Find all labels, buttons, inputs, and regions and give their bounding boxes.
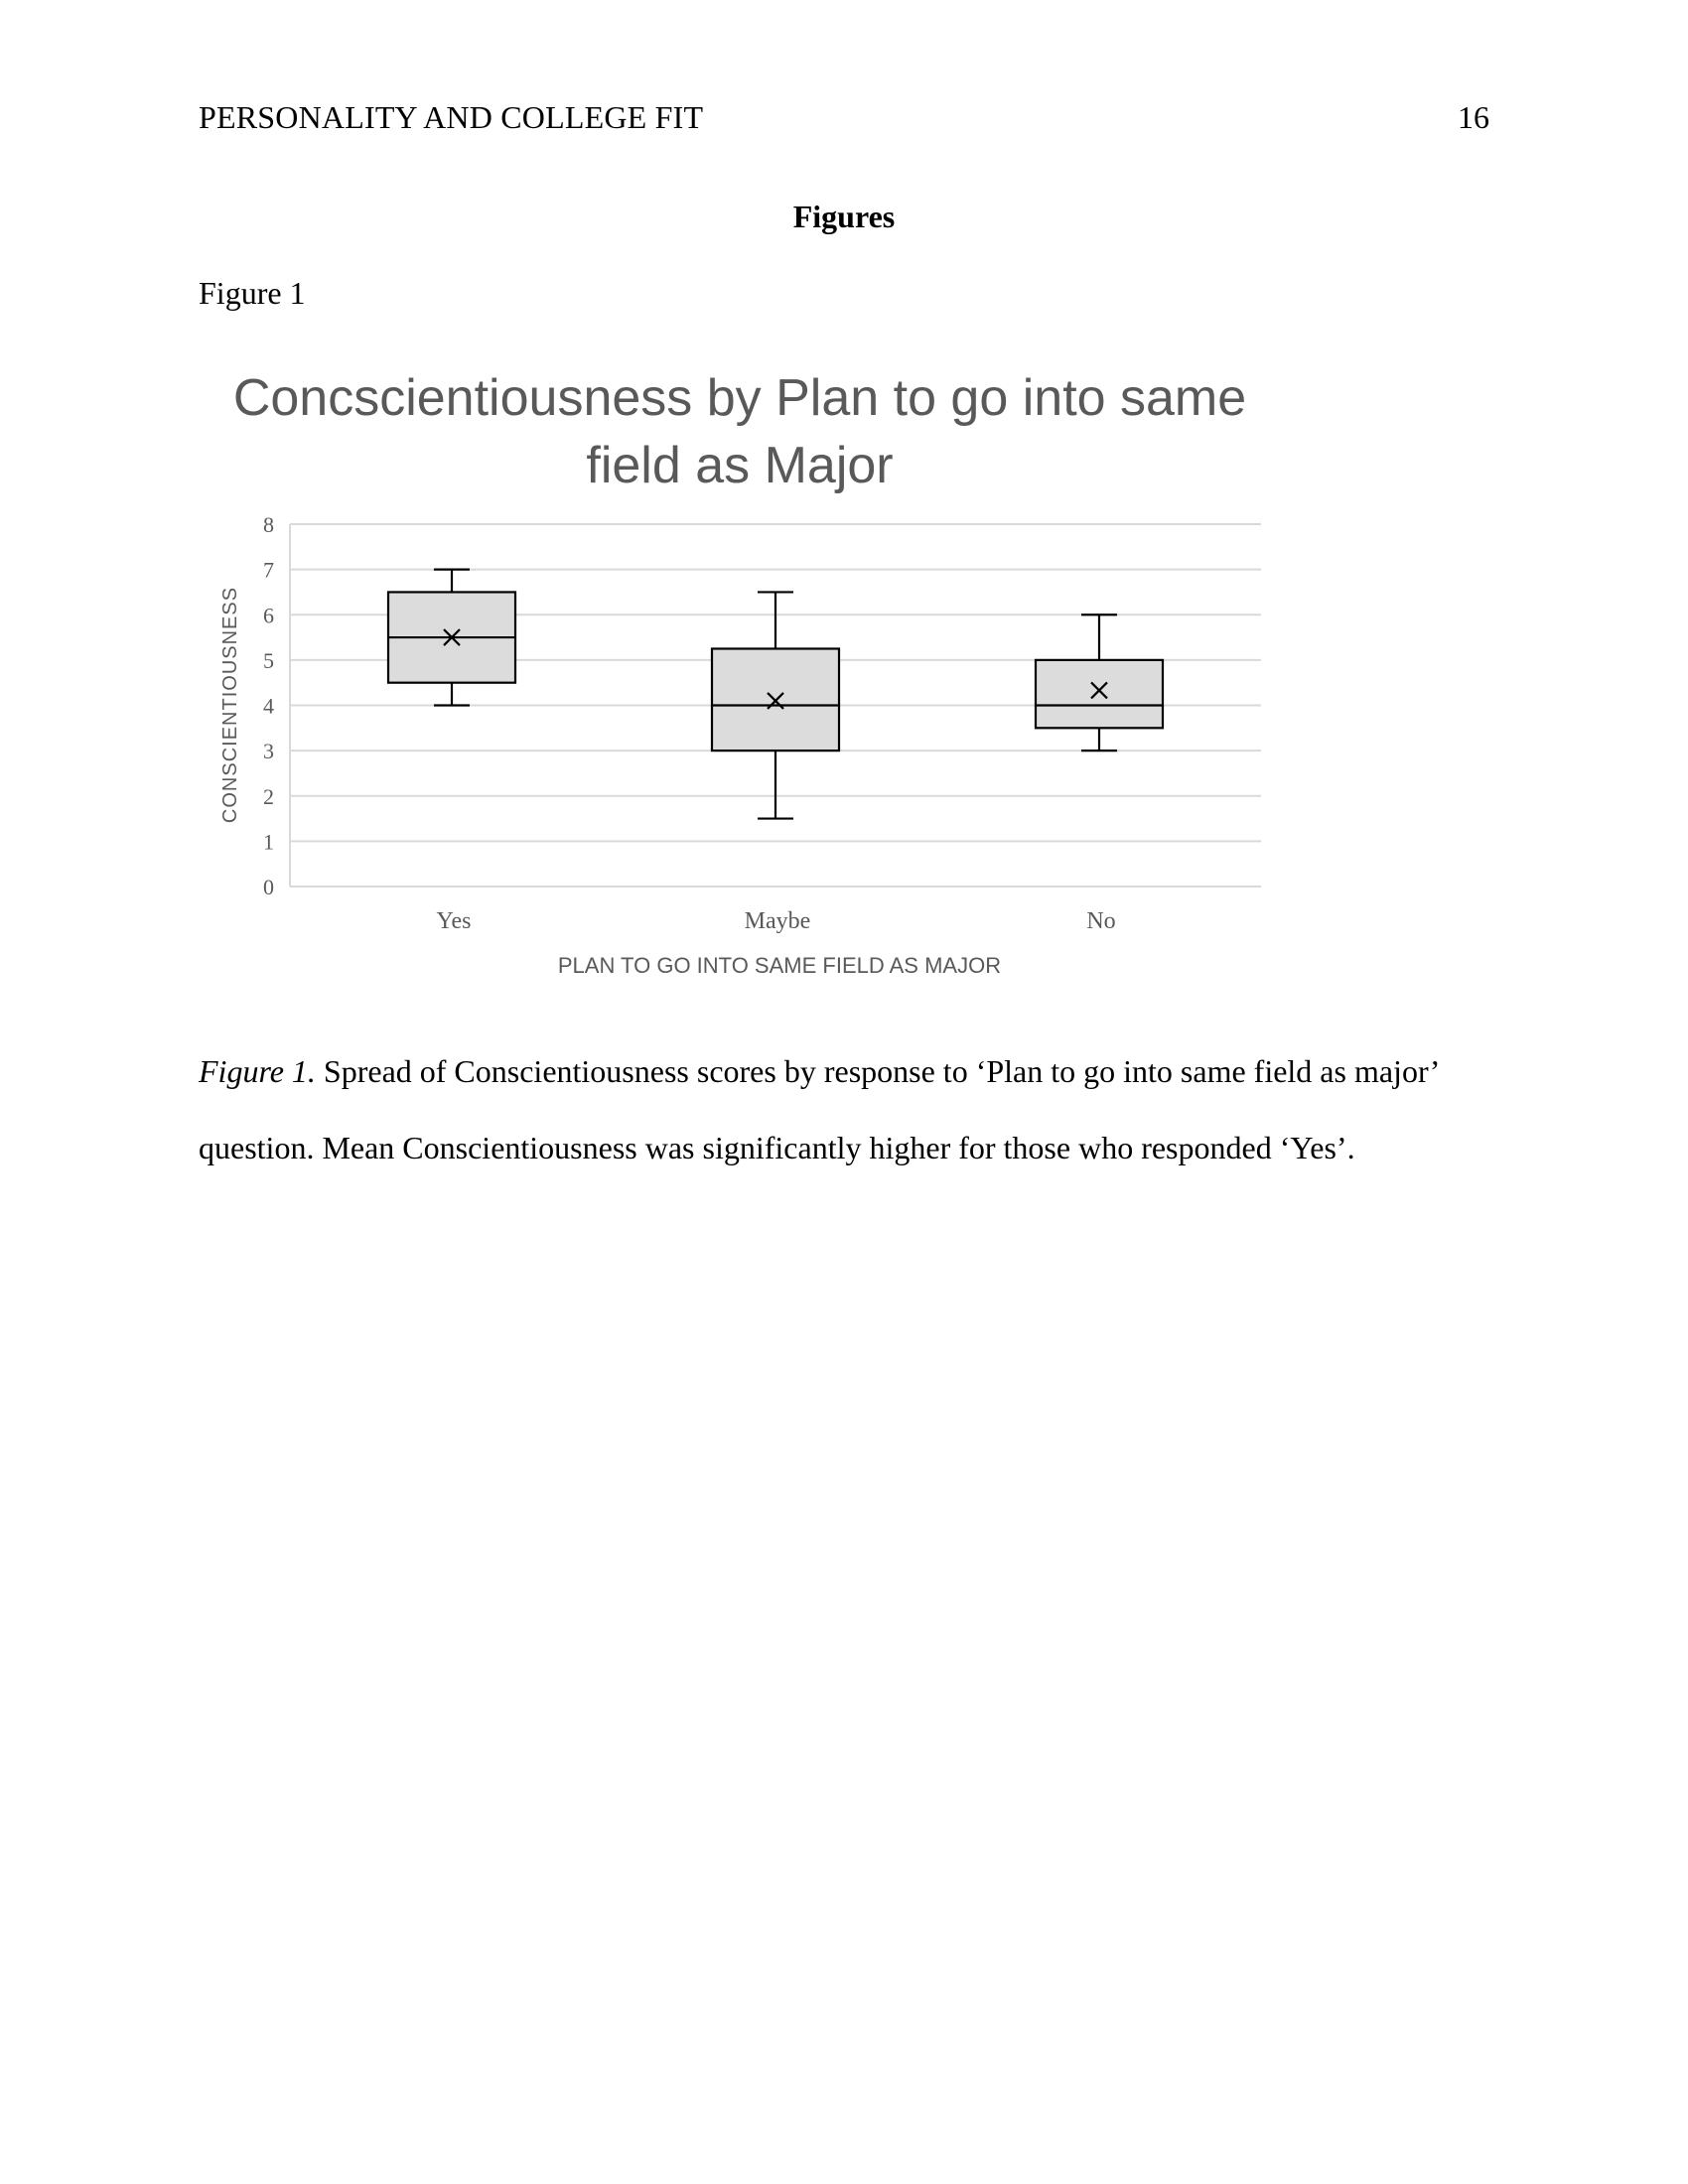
mean-marker-no xyxy=(1090,681,1108,700)
mean-marker-maybe xyxy=(767,692,784,710)
y-tick-6: 6 xyxy=(263,603,274,627)
y-tick-1: 1 xyxy=(263,829,274,854)
boxplot-chart: Concscientiousness by Plan to go into sa… xyxy=(219,369,1261,978)
caption-text: Spread of Conscientiousness scores by re… xyxy=(199,1053,1439,1165)
x-axis-label: PLAN TO GO INTO SAME FIELD AS MAJOR xyxy=(558,953,1001,978)
chart-title-line-1: Concscientiousness by Plan to go into sa… xyxy=(233,369,1246,427)
chart-title-line-2: field as Major xyxy=(586,437,893,494)
y-tick-labels: 0 1 2 3 4 5 6 7 8 xyxy=(263,512,274,899)
caption-figure-number: Figure 1. xyxy=(199,1053,316,1089)
x-tick-maybe: Maybe xyxy=(745,908,811,934)
section-heading: Figures xyxy=(792,199,896,234)
box-maybe xyxy=(710,591,841,820)
figure-label: Figure 1 xyxy=(199,275,306,311)
x-tick-no: No xyxy=(1086,908,1115,934)
running-head: PERSONALITY AND COLLEGE FIT xyxy=(199,99,704,135)
y-tick-3: 3 xyxy=(263,739,274,763)
y-tick-5: 5 xyxy=(263,648,274,673)
page-number: 16 xyxy=(1458,99,1489,135)
iqr-box-no xyxy=(1034,658,1165,730)
y-tick-0: 0 xyxy=(263,875,274,899)
y-tick-8: 8 xyxy=(263,512,274,537)
y-tick-2: 2 xyxy=(263,784,274,809)
mean-marker-yes xyxy=(443,628,461,646)
x-tick-labels: Yes Maybe No xyxy=(437,908,1116,934)
box-no xyxy=(1034,614,1165,752)
y-axis-label: CONSCIENTIOUSNESS xyxy=(219,587,241,823)
figure-caption: Figure 1. Spread of Conscientiousness sc… xyxy=(199,1033,1489,1186)
boxes xyxy=(386,568,1165,820)
y-tick-7: 7 xyxy=(263,558,274,583)
y-tick-4: 4 xyxy=(263,694,274,719)
x-tick-yes: Yes xyxy=(437,908,472,934)
box-yes xyxy=(386,568,517,707)
